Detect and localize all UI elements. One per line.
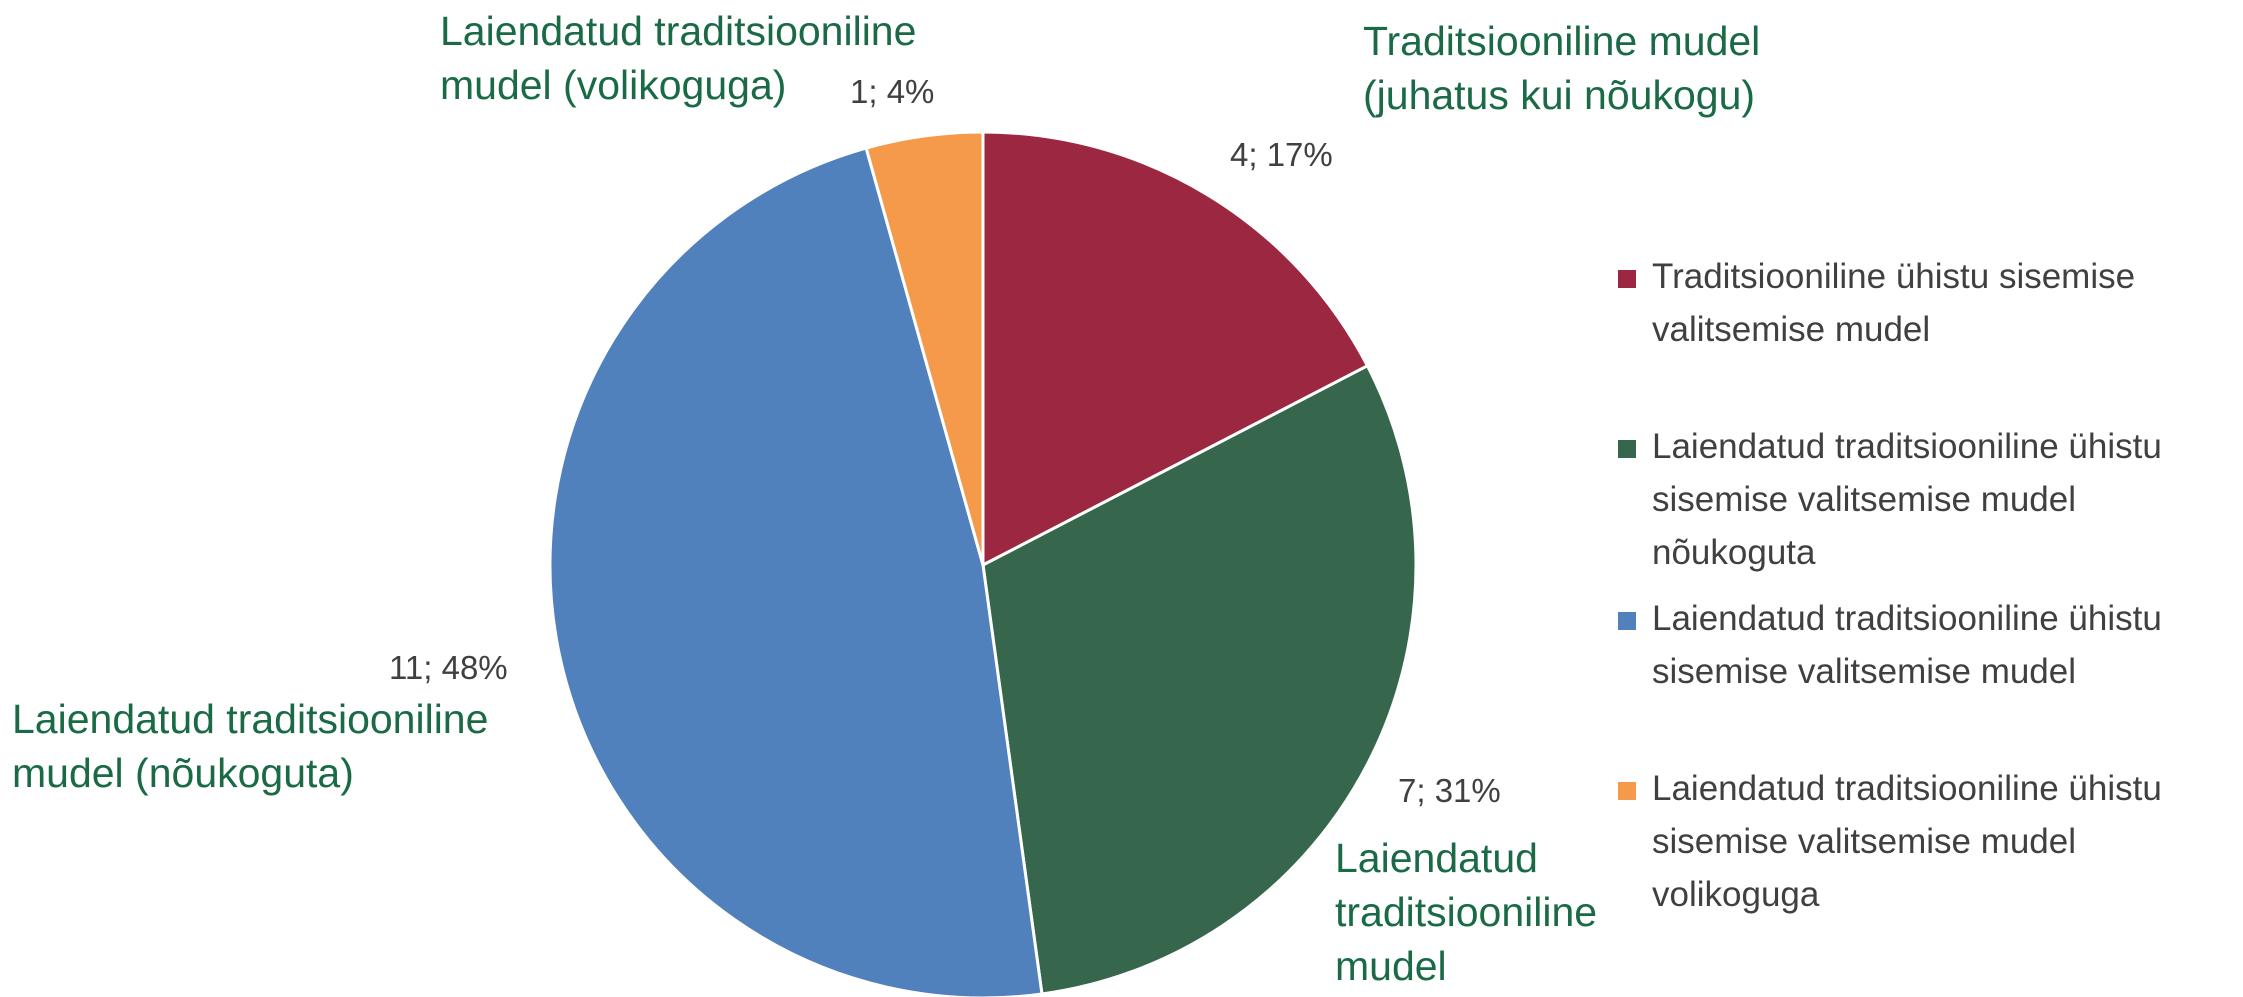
legend-line: valitsemise mudel xyxy=(1652,310,1931,349)
legend-swatch xyxy=(1618,782,1636,800)
annotation-line: Laiendatud traditsiooniline xyxy=(12,696,489,742)
legend-line: sisemise valitsemise mudel xyxy=(1652,652,2077,691)
slice-annotation-without-council: Laiendatud traditsiooniline mudel (nõuko… xyxy=(12,692,488,800)
legend-line: Laiendatud traditsiooniline ühistu xyxy=(1652,769,2162,808)
pie-slice xyxy=(981,364,1418,996)
slice-annotation-extended: Laiendatud traditsiooniline mudel xyxy=(1335,831,1597,993)
legend-line: volikoguga xyxy=(1652,875,1820,914)
legend-line: sisemise valitsemise mudel xyxy=(1652,822,2077,861)
slice-annotation-with-assembly: Laiendatud traditsiooniline mudel (volik… xyxy=(440,4,916,112)
annotation-line: mudel (nõukoguta) xyxy=(12,750,354,796)
slice-annotation-traditional: Traditsiooniline mudel (juhatus kui nõuk… xyxy=(1363,14,1760,122)
data-label: 7; 31% xyxy=(1398,772,1501,809)
legend-label: Traditsiooniline ühistu sisemise valitse… xyxy=(1652,250,2135,356)
annotation-line: mudel xyxy=(1335,943,1447,989)
legend-line: Laiendatud traditsiooniline ühistu xyxy=(1652,427,2162,466)
data-label: 1; 4% xyxy=(850,73,935,110)
legend-label: Laiendatud traditsiooniline ühistu sisem… xyxy=(1652,592,2162,698)
annotation-line: Laiendatud xyxy=(1335,835,1538,881)
data-label: 11; 48% xyxy=(389,649,508,686)
legend-label: Laiendatud traditsiooniline ühistu sisem… xyxy=(1652,762,2162,921)
annotation-line: (juhatus kui nõukogu) xyxy=(1363,72,1756,118)
pie-slice xyxy=(864,130,985,567)
annotation-line: Laiendatud traditsiooniline xyxy=(440,8,917,54)
pie-slice xyxy=(981,130,1369,567)
legend-line: Laiendatud traditsiooniline ühistu xyxy=(1652,599,2162,638)
annotation-line: Traditsiooniline mudel xyxy=(1363,18,1761,64)
legend-line: sisemise valitsemise mudel xyxy=(1652,480,2077,519)
annotation-line: mudel (volikoguga) xyxy=(440,62,787,108)
legend-line: Traditsiooniline ühistu sisemise xyxy=(1652,257,2136,296)
legend-label: Laiendatud traditsiooniline ühistu sisem… xyxy=(1652,420,2162,579)
legend-line: nõukoguta xyxy=(1652,533,1816,572)
data-label: 4; 17% xyxy=(1230,136,1333,173)
legend-swatch xyxy=(1618,612,1636,630)
pie-slice xyxy=(548,146,1044,997)
legend-swatch xyxy=(1618,440,1636,458)
annotation-line: traditsiooniline xyxy=(1335,889,1598,935)
legend-swatch xyxy=(1618,270,1636,288)
